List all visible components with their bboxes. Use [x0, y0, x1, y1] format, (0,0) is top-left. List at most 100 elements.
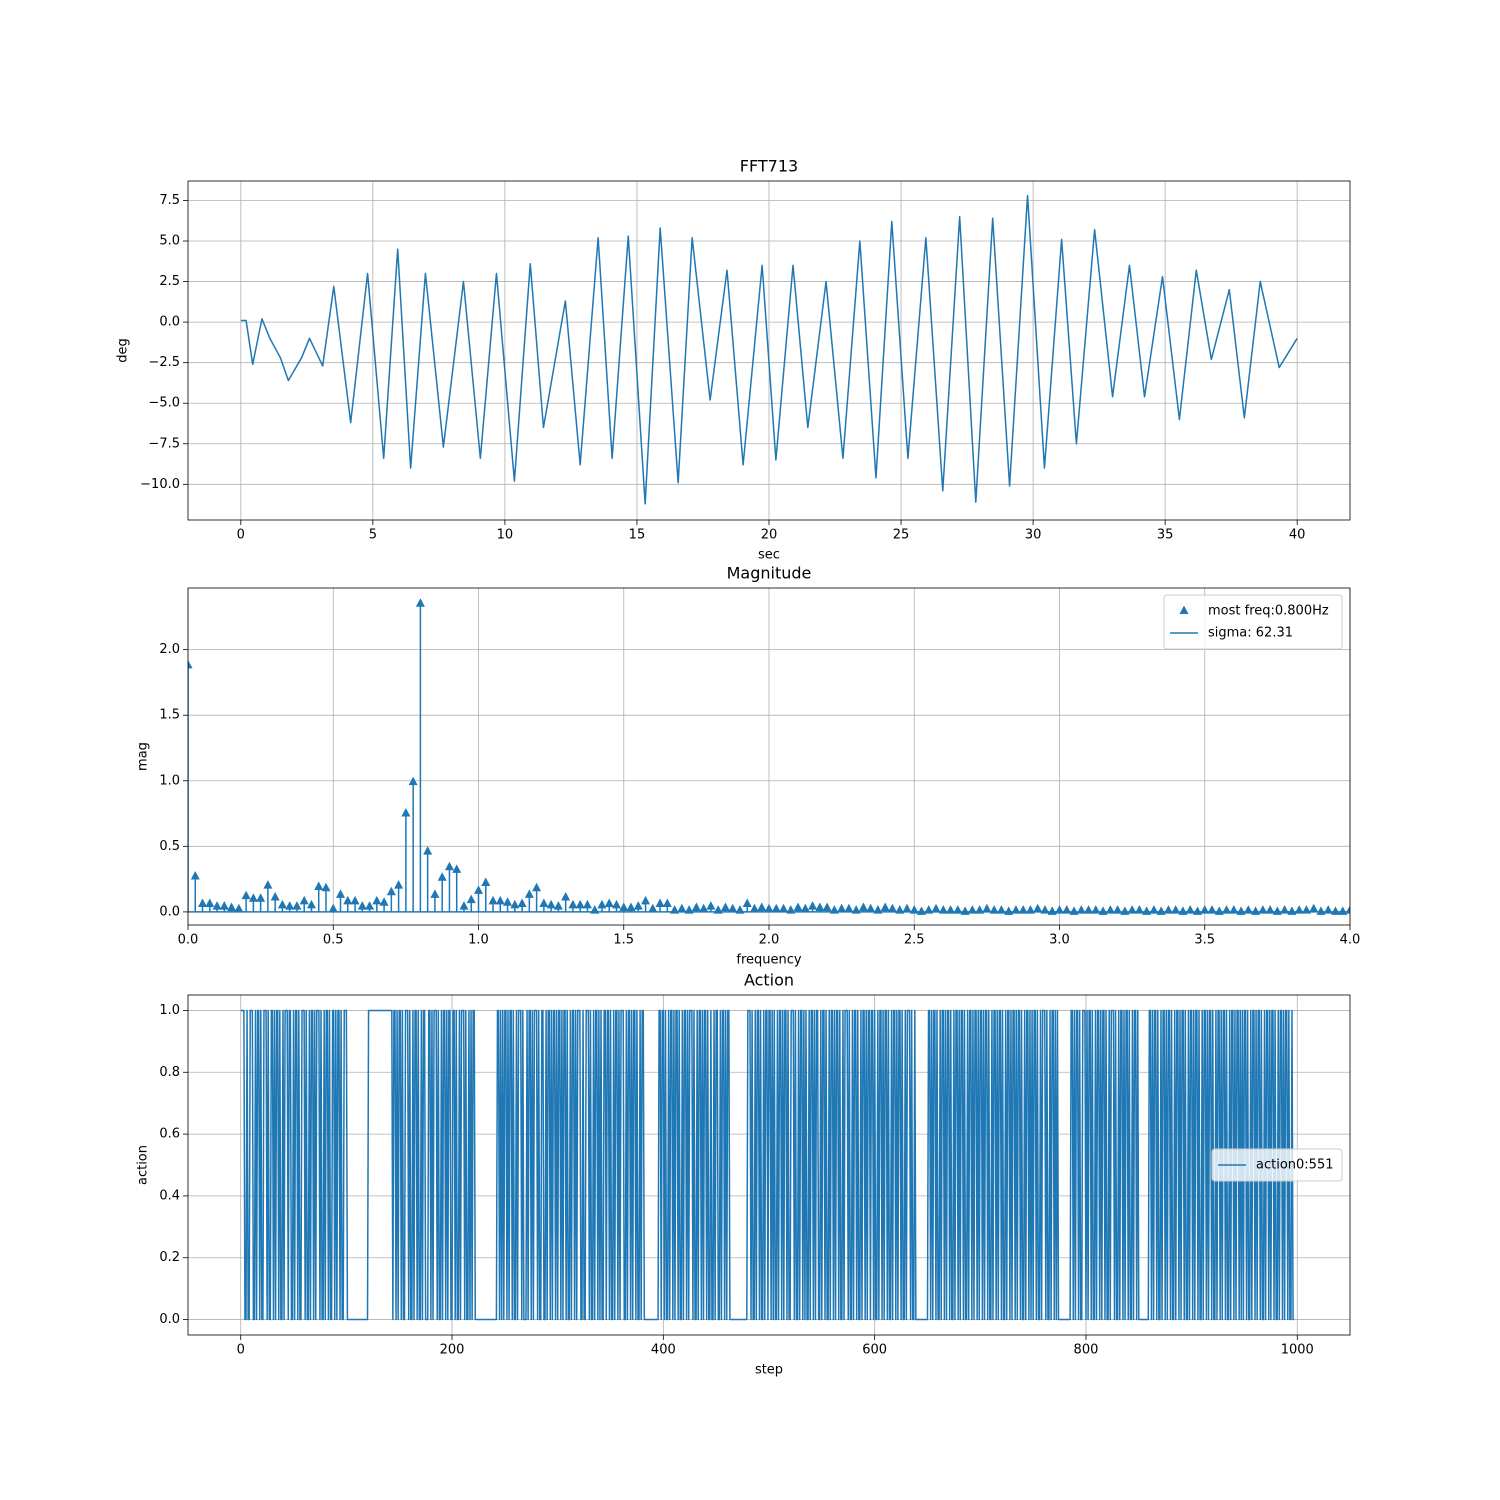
- stem-marker: [394, 880, 404, 889]
- y-axis-label: action: [136, 1145, 151, 1185]
- stem-marker: [561, 891, 571, 901]
- x-tick-label: 10: [497, 528, 514, 543]
- stem-marker: [270, 891, 280, 901]
- stem-marker: [372, 895, 382, 905]
- stem-marker: [880, 902, 890, 911]
- x-tick-label: 600: [862, 1343, 887, 1358]
- x-tick-label: 0: [237, 1343, 245, 1358]
- stem-marker: [1265, 905, 1275, 914]
- x-tick-label: 3.5: [1194, 933, 1215, 948]
- stem-marker: [953, 905, 963, 914]
- stem-marker: [386, 886, 396, 896]
- stem-marker: [786, 905, 796, 914]
- stem-marker: [1280, 905, 1290, 914]
- stem-marker: [481, 877, 491, 887]
- stem-marker: [1258, 905, 1268, 914]
- stem-marker: [437, 872, 447, 881]
- stem-marker: [938, 905, 948, 914]
- stem-marker: [1251, 906, 1261, 915]
- stem-marker: [924, 905, 934, 914]
- stem-marker: [423, 846, 433, 855]
- stem-marker: [858, 902, 868, 911]
- stem-marker: [996, 905, 1006, 914]
- y-tick-label: 0.0: [159, 315, 180, 330]
- stem-marker: [771, 903, 781, 913]
- stem-marker: [379, 897, 389, 906]
- stem-marker: [1098, 906, 1108, 915]
- stem-marker: [713, 905, 723, 914]
- stem-marker: [735, 905, 745, 914]
- stem-marker: [510, 899, 520, 909]
- stem-marker: [684, 905, 694, 914]
- stem-marker: [190, 870, 200, 880]
- stem-marker: [946, 905, 956, 914]
- stem-marker: [1330, 906, 1340, 915]
- stem-marker: [1200, 905, 1210, 914]
- stem-marker: [967, 905, 977, 914]
- stem-marker: [1294, 905, 1304, 914]
- stem-marker: [808, 901, 818, 910]
- stem-marker: [902, 903, 912, 913]
- stem-marker: [1338, 906, 1348, 915]
- y-tick-label: 0.4: [159, 1188, 180, 1203]
- stem-marker: [1345, 905, 1350, 914]
- stem-marker: [989, 905, 999, 914]
- stem-marker: [241, 890, 251, 900]
- stem-marker: [975, 905, 985, 914]
- y-tick-label: 2.0: [159, 642, 180, 657]
- data-line: [240, 194, 1298, 505]
- stem-marker: [1287, 906, 1297, 915]
- stem-marker: [960, 906, 970, 915]
- x-tick-label: 4.0: [1340, 933, 1361, 948]
- stem-marker: [343, 895, 353, 905]
- legend-label: most freq:0.800Hz: [1208, 604, 1329, 619]
- stem-marker: [633, 901, 643, 910]
- stem-marker: [800, 903, 810, 913]
- x-tick-label: 20: [761, 528, 778, 543]
- stem-marker: [1105, 905, 1115, 914]
- stem-marker: [691, 902, 701, 911]
- stem-marker: [582, 899, 592, 909]
- y-tick-label: −10.0: [140, 477, 180, 492]
- stem-marker: [619, 902, 629, 911]
- stem-marker: [764, 903, 774, 913]
- y-tick-label: 0.8: [159, 1065, 180, 1080]
- stem-marker: [1243, 905, 1253, 914]
- stem-marker: [931, 903, 941, 913]
- stem-marker: [887, 903, 897, 913]
- stem-marker: [626, 902, 636, 911]
- stem-marker: [1163, 905, 1173, 914]
- stem-marker: [444, 861, 454, 871]
- x-tick-label: 0.0: [178, 933, 199, 948]
- stem-marker: [205, 898, 215, 908]
- y-tick-label: −7.5: [148, 436, 180, 451]
- stem-marker: [1076, 905, 1086, 914]
- stem-marker: [749, 903, 759, 913]
- stem-marker: [1272, 906, 1282, 915]
- stem-marker: [909, 905, 919, 914]
- x-tick-label: 40: [1289, 528, 1306, 543]
- y-tick-label: −2.5: [148, 355, 180, 370]
- y-tick-label: 1.0: [159, 773, 180, 788]
- stem-marker: [292, 901, 302, 910]
- legend-label: action0:551: [1256, 1158, 1333, 1173]
- stem-marker: [1185, 905, 1195, 914]
- x-tick-label: 0.5: [323, 933, 344, 948]
- stem-marker: [408, 776, 418, 786]
- stem-marker: [198, 898, 208, 908]
- plot-area: [240, 1009, 1295, 1321]
- legend-label: sigma: 62.31: [1208, 626, 1293, 641]
- stem-marker: [1178, 906, 1188, 915]
- stem-marker: [1229, 905, 1239, 914]
- stem-marker: [306, 899, 316, 909]
- stem-marker: [720, 902, 730, 911]
- x-tick-label: 15: [629, 528, 646, 543]
- x-tick-label: 1.5: [613, 933, 634, 948]
- x-tick-label: 400: [651, 1343, 676, 1358]
- y-tick-label: 0.2: [159, 1250, 180, 1265]
- stem-marker: [1127, 905, 1137, 914]
- stem-marker: [1222, 905, 1232, 914]
- stem-marker: [350, 895, 360, 905]
